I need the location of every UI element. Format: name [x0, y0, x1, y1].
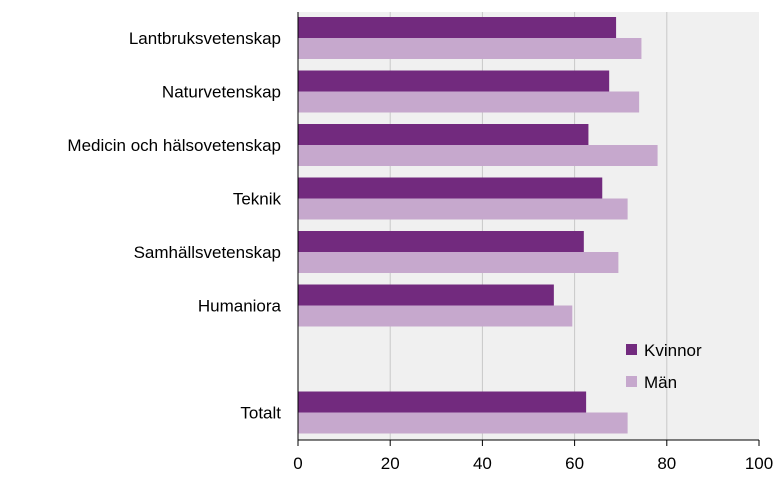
bar-man-naturvetenskap: [298, 91, 640, 113]
bar-man-humaniora: [298, 305, 573, 327]
bar-kvinnor-samhallsvetenskap: [298, 231, 584, 252]
bar-man-samhallsvetenskap: [298, 252, 619, 273]
bar-kvinnor-teknik: [298, 177, 603, 199]
bar-man-teknik: [298, 198, 628, 220]
category-label-naturvetenskap: Naturvetenskap: [162, 83, 281, 102]
category-label-humaniora: Humaniora: [198, 297, 282, 316]
x-tick-label-20: 20: [381, 454, 400, 473]
legend-label-kvinnor: Kvinnor: [644, 341, 702, 360]
bars-group: [298, 17, 658, 434]
legend-swatch-man: [626, 376, 637, 387]
category-label-totalt: Totalt: [240, 404, 281, 423]
bar-man-lantbruksvetenskap: [298, 38, 642, 59]
category-label-medicin-och-halsovetenskap: Medicin och hälsovetenskap: [67, 136, 281, 155]
bar-man-medicin-och-halsovetenskap: [298, 145, 658, 166]
x-axis-ticks: 0 20 40 60 80 100: [293, 440, 773, 473]
bar-kvinnor-humaniora: [298, 284, 554, 306]
legend: Kvinnor Män: [626, 341, 702, 392]
x-tick-label-40: 40: [473, 454, 492, 473]
category-labels: Lantbruksvetenskap Naturvetenskap Medicin …: [67, 29, 281, 423]
bar-kvinnor-medicin-och-halsovetenskap: [298, 124, 589, 145]
x-tick-label-60: 60: [565, 454, 584, 473]
x-tick-label-80: 80: [657, 454, 676, 473]
bar-kvinnor-totalt: [298, 391, 587, 413]
category-label-lantbruksvetenskap: Lantbruksvetenskap: [129, 29, 281, 48]
bar-kvinnor-lantbruksvetenskap: [298, 17, 617, 38]
category-label-teknik: Teknik: [233, 190, 282, 209]
bar-kvinnor-naturvetenskap: [298, 70, 610, 92]
x-tick-label-100: 100: [745, 454, 773, 473]
legend-swatch-kvinnor: [626, 344, 637, 355]
x-tick-label-0: 0: [293, 454, 302, 473]
bar-man-totalt: [298, 412, 628, 434]
legend-label-man: Män: [644, 373, 677, 392]
category-label-samhallsvetenskap: Samhällsvetenskap: [134, 243, 281, 262]
